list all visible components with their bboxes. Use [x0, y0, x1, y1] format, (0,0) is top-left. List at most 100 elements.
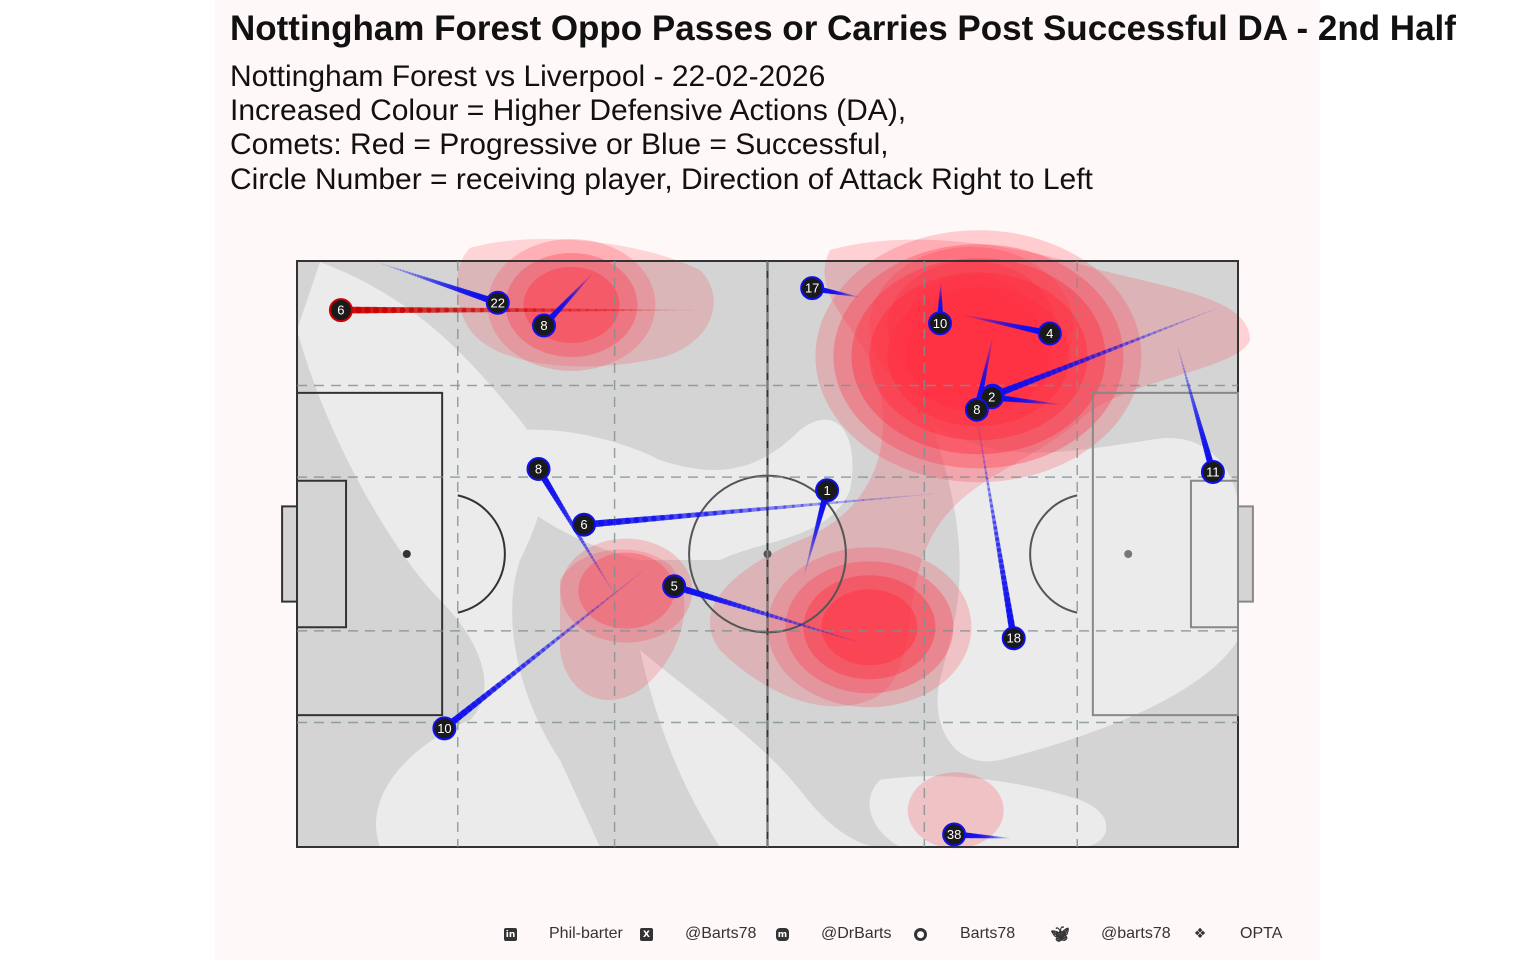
comet-segment	[551, 636, 560, 644]
comet-segment	[566, 624, 575, 632]
comet-segment	[1183, 370, 1187, 376]
comet-segment	[774, 615, 783, 621]
chart-subtitle-line-4: Circle Number = receiving player, Direct…	[230, 163, 1093, 196]
comet-segment	[556, 632, 565, 640]
player-number-label: 10	[437, 721, 451, 736]
comet-segment	[1147, 331, 1156, 336]
comet-segment	[1113, 343, 1123, 350]
comet-segment	[1119, 341, 1129, 348]
comet-segment	[1188, 389, 1193, 396]
pitch-low-density-areas	[297, 262, 1238, 847]
mastodon-icon: m	[776, 928, 789, 941]
player-marker-5	[662, 574, 687, 599]
comet-segment	[585, 546, 590, 553]
player-marker-8	[526, 457, 551, 482]
comet-segment	[850, 639, 856, 642]
player-marker-17	[800, 276, 825, 301]
comet-segment	[855, 640, 861, 644]
density-contour	[709, 239, 1250, 707]
comet-segment	[1170, 322, 1178, 327]
comet-segment	[594, 562, 599, 568]
comet-segment	[806, 558, 810, 563]
comet-segment	[821, 630, 829, 634]
comet-segment	[586, 549, 592, 556]
comet-segment	[836, 634, 843, 638]
low-density-band	[640, 650, 880, 847]
comet-segment	[590, 273, 593, 276]
comet-segment	[804, 567, 807, 571]
player-marker-layer: 622817104528118615101838	[328, 276, 1225, 847]
comet-segment	[827, 501, 839, 505]
comet-segment	[1186, 379, 1190, 386]
comet-segment	[616, 586, 623, 592]
player-marker-8	[964, 397, 989, 422]
comet-segment	[1178, 349, 1180, 354]
comet-segment	[636, 571, 643, 576]
comet-successful	[580, 493, 934, 529]
low-density-band	[1130, 549, 1238, 643]
comet-segment	[606, 594, 614, 600]
comet-segment	[981, 449, 985, 458]
comet-segment	[610, 587, 613, 592]
comet-successful	[540, 273, 593, 329]
comet-segment	[411, 272, 417, 277]
comet-segment	[586, 609, 594, 616]
comet-segment	[561, 628, 570, 636]
centre-circle	[688, 474, 847, 634]
comet-segment	[803, 624, 811, 629]
comet-segment	[379, 262, 384, 265]
comet-segment	[793, 621, 802, 626]
comet-segment	[897, 495, 908, 498]
comet-segment	[809, 548, 813, 553]
player-number-label: 4	[1046, 326, 1053, 341]
comet-segment	[984, 471, 989, 480]
comet-segment	[1187, 316, 1195, 321]
comet-segment	[805, 563, 808, 567]
right-goal	[1237, 505, 1254, 603]
comet-segment	[394, 267, 399, 270]
comet-segment	[1136, 335, 1145, 341]
player-number-label: 8	[540, 318, 547, 333]
comet-segment	[568, 294, 574, 299]
player-marker-22	[485, 290, 510, 315]
comet-segment	[1190, 398, 1196, 405]
footer-linkedin-label: Phil-barter	[549, 925, 623, 942]
comet-segment	[428, 278, 435, 283]
comet-segment	[1198, 312, 1206, 316]
comet-segment	[835, 500, 847, 504]
comet-segment	[831, 633, 838, 637]
low-density-band	[470, 419, 853, 560]
comet-segment	[606, 580, 610, 586]
comet-segment	[585, 278, 588, 282]
player-marker-10	[928, 311, 953, 336]
comet-segment	[580, 283, 584, 287]
comet-segment	[388, 265, 393, 268]
density-contour	[578, 552, 675, 629]
density-contour	[907, 772, 1004, 849]
comet-segment	[382, 263, 387, 266]
player-number-label: 18	[1006, 631, 1020, 646]
comet-segment	[923, 493, 934, 496]
comet-segment	[1210, 308, 1217, 312]
low-density-band	[869, 776, 1107, 847]
chart-title: Nottingham Forest Oppo Passes or Carries…	[230, 9, 1456, 48]
player-number-label: 17	[805, 281, 819, 296]
player-number-label: 1	[823, 483, 830, 498]
player-marker-4	[1037, 321, 1062, 346]
comet-segment	[812, 534, 817, 541]
comet-segment	[576, 287, 580, 291]
player-number-label: 11	[1206, 464, 1220, 479]
low-density-band	[930, 420, 1238, 762]
player-number-label: 6	[580, 517, 587, 532]
comet-segment	[906, 494, 917, 497]
comet-segment	[840, 636, 847, 640]
comet-segment	[800, 503, 813, 507]
comet-segment	[817, 628, 824, 633]
comet-segment	[989, 504, 995, 514]
low-density-band	[297, 262, 600, 847]
comet-segment	[1142, 333, 1151, 339]
comet-segment	[600, 571, 604, 577]
comet-segment	[862, 498, 873, 502]
comet-segment	[581, 613, 589, 620]
